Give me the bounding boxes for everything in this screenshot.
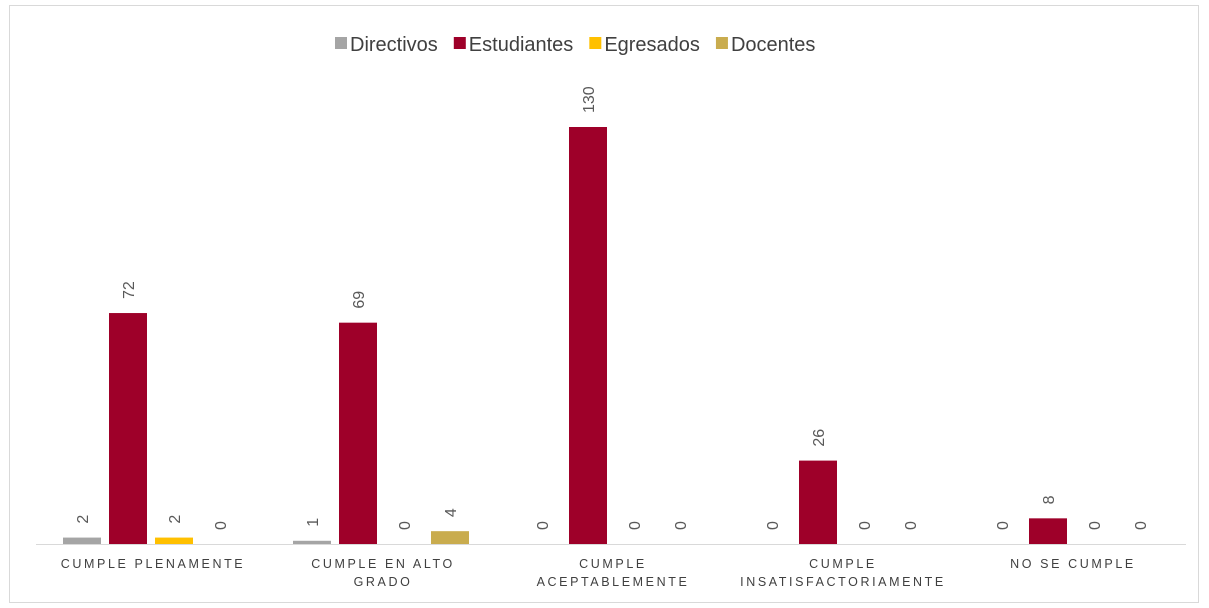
bar-estudiantes-5 — [1029, 518, 1067, 544]
category-label-4-line-2: INSATISFACTORIAMENTE — [740, 575, 946, 589]
category-label-3-line-1: CUMPLE — [579, 557, 647, 571]
value-label-directivos-1: 2 — [75, 515, 92, 524]
category-label-3-line-2: ACEPTABLEMENTE — [537, 575, 690, 589]
value-label-egresados-3: 0 — [627, 521, 644, 530]
value-label-docentes-2: 4 — [443, 508, 460, 517]
value-label-docentes-1: 0 — [213, 521, 230, 530]
value-label-directivos-3: 0 — [535, 521, 552, 530]
legend-label-egresados: Egresados — [604, 34, 700, 56]
value-label-estudiantes-4: 26 — [811, 429, 828, 447]
bar-estudiantes-4 — [799, 460, 837, 544]
value-label-directivos-2: 1 — [305, 518, 322, 527]
category-label-1: CUMPLE PLENAMENTE — [61, 557, 246, 571]
value-label-directivos-4: 0 — [765, 521, 782, 530]
bar-docentes-2 — [431, 531, 469, 544]
legend-label-docentes: Docentes — [731, 34, 816, 56]
legend-swatch-directivos — [335, 37, 347, 49]
legend-swatch-docentes — [715, 37, 728, 49]
value-label-egresados-1: 2 — [167, 515, 184, 524]
value-label-estudiantes-5: 8 — [1041, 495, 1058, 504]
bar-directivos-1 — [63, 537, 101, 544]
category-label-2-line-1: CUMPLE EN ALTO — [311, 557, 455, 571]
value-label-docentes-5: 0 — [1133, 521, 1150, 530]
value-label-docentes-3: 0 — [673, 521, 690, 530]
bar-directivos-2 — [293, 540, 331, 544]
category-label-4-line-1: CUMPLE — [809, 557, 877, 571]
category-label-5: NO SE CUMPLE — [1010, 557, 1136, 571]
value-label-egresados-5: 0 — [1087, 521, 1104, 530]
legend-label-estudiantes: Estudiantes — [469, 34, 574, 56]
value-label-egresados-2: 0 — [397, 521, 414, 530]
category-labels: CUMPLE PLENAMENTE CUMPLE EN ALTO GRADO CUMP… — [61, 557, 1136, 589]
legend-swatch-egresados — [589, 37, 602, 49]
bars — [63, 127, 1067, 544]
value-label-estudiantes-2: 69 — [351, 291, 368, 309]
legend-swatch-estudiantes — [453, 37, 466, 49]
bar-egresados-1 — [155, 537, 193, 544]
bar-estudiantes-3 — [569, 127, 607, 544]
category-label-2-line-2: GRADO — [354, 575, 413, 589]
value-label-estudiantes-3: 130 — [581, 86, 598, 113]
value-label-directivos-5: 0 — [995, 521, 1012, 530]
legend-label-directivos: Directivos — [350, 34, 438, 56]
legend: Directivos Estudiantes Egresados Docentes — [335, 34, 815, 56]
value-labels: 2 72 2 0 1 69 0 4 0 130 0 0 0 26 0 0 0 8 0 0 — [75, 86, 1150, 530]
bar-estudiantes-2 — [339, 322, 377, 544]
value-label-egresados-4: 0 — [857, 521, 874, 530]
bar-estudiantes-1 — [109, 313, 147, 544]
value-label-estudiantes-1: 72 — [121, 281, 138, 299]
value-label-docentes-4: 0 — [903, 521, 920, 530]
